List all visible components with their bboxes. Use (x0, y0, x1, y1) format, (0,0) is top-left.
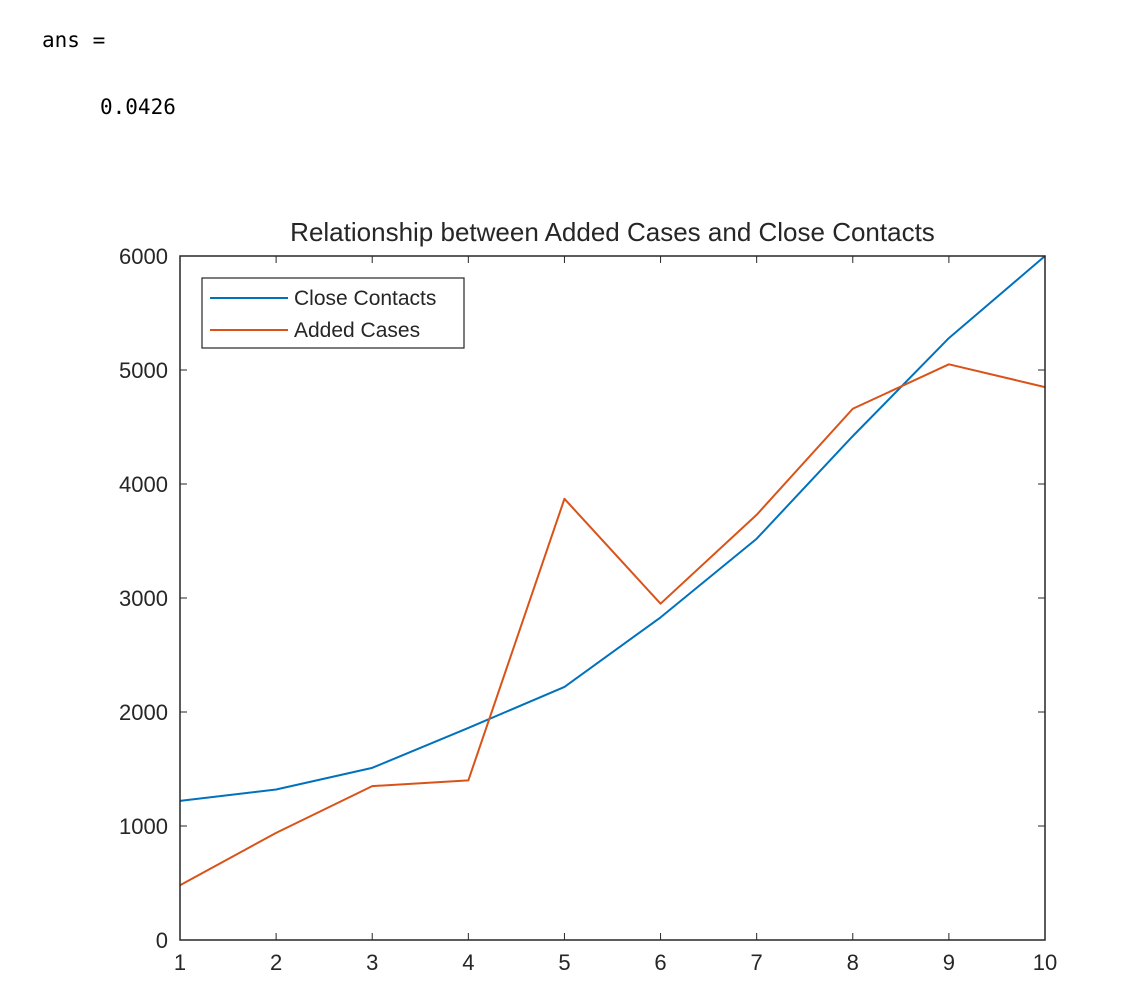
console-ans-label: ans = (42, 28, 106, 52)
y-tick-label: 0 (156, 928, 168, 953)
y-tick-label: 4000 (119, 472, 168, 497)
axes-frame (179, 255, 1046, 941)
y-tick-label: 3000 (119, 586, 168, 611)
x-tick-label: 10 (1033, 950, 1057, 975)
x-tick-label: 6 (654, 950, 666, 975)
legend-label: Added Cases (294, 319, 420, 342)
x-tick-label: 9 (943, 950, 955, 975)
x-tick-label: 2 (270, 950, 282, 975)
series-line-added-cases (179, 363, 1046, 887)
x-tick-label: 4 (462, 950, 474, 975)
y-tick-label: 6000 (119, 244, 168, 269)
chart-title: Relationship between Added Cases and Clo… (290, 217, 935, 247)
y-tick-label: 1000 (119, 814, 168, 839)
x-tick-label: 5 (558, 950, 570, 975)
x-tick-label: 3 (366, 950, 378, 975)
x-tick-label: 8 (847, 950, 859, 975)
y-tick-label: 5000 (119, 358, 168, 383)
legend-box (201, 277, 465, 349)
console-ans-value: 0.0426 (100, 95, 176, 119)
plot-background (180, 256, 1045, 940)
axes-box (179, 255, 1046, 941)
x-tick-label: 1 (174, 950, 186, 975)
axis-ticks: 1 2 3 4 5 6 7 8 9 10 0 1000 2000 3000 4000 5000 6000 (119, 244, 1057, 975)
y-tick-label: 2000 (119, 700, 168, 725)
series-layer (179, 255, 1046, 887)
x-tick-label: 7 (751, 950, 763, 975)
plot-area (180, 256, 1045, 940)
legend: Close Contacts Added Cases (201, 277, 465, 349)
legend-label: Close Contacts (294, 287, 436, 310)
